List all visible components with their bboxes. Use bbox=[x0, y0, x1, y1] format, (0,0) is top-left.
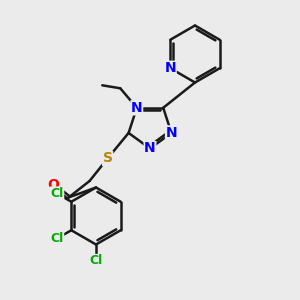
Text: N: N bbox=[131, 101, 142, 115]
Text: S: S bbox=[103, 152, 112, 166]
Text: Cl: Cl bbox=[50, 232, 64, 245]
Text: N: N bbox=[166, 126, 177, 140]
Text: Cl: Cl bbox=[50, 187, 64, 200]
Text: N: N bbox=[164, 61, 176, 75]
Text: N: N bbox=[144, 142, 156, 155]
Text: Cl: Cl bbox=[89, 254, 103, 268]
Text: O: O bbox=[48, 178, 59, 193]
